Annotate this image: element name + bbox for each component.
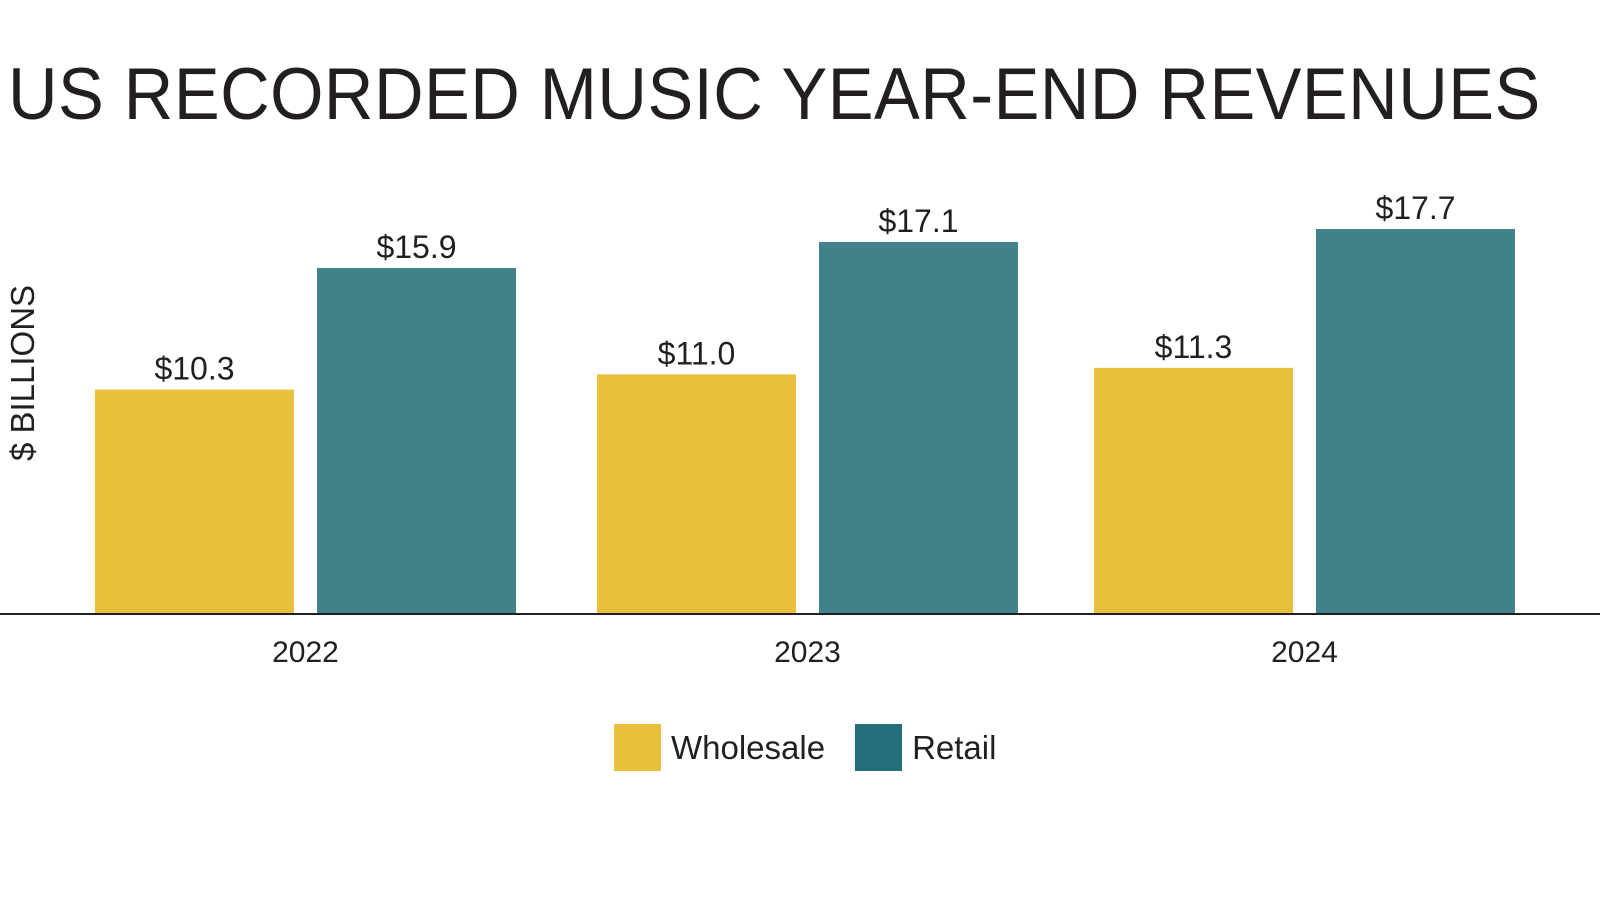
value-label-wholesale-2024: $11.3: [1155, 329, 1233, 365]
x-tick-label-2022: 2022: [272, 636, 339, 669]
value-labels-group: $10.3 $15.9 $11.0 $17.1 $11.3 $17.7: [154, 190, 1455, 387]
legend-swatch-retail: [855, 724, 903, 771]
x-tick-label-2023: 2023: [774, 636, 841, 669]
bars-group: [95, 229, 1515, 613]
legend: Wholesale Retail: [614, 724, 1026, 771]
value-label-retail-2024: $17.7: [1375, 190, 1455, 226]
bar-retail-2022: [317, 268, 516, 613]
legend-label-retail: Retail: [912, 728, 997, 766]
x-tick-labels-group: 2022 2023 2024: [272, 636, 1338, 669]
chart-title: US RECORDED MUSIC YEAR-END REVENUES: [8, 54, 1541, 135]
bar-wholesale-2023: [597, 374, 796, 613]
legend-swatch-wholesale: [614, 724, 661, 771]
legend-item-wholesale: Wholesale: [614, 724, 825, 771]
value-label-retail-2022: $15.9: [376, 229, 456, 265]
y-axis-label: $ BILLIONS: [4, 285, 41, 461]
bar-wholesale-2022: [95, 389, 294, 613]
legend-item-retail: Retail: [855, 724, 996, 771]
bar-retail-2024: [1316, 229, 1515, 613]
bar-wholesale-2024: [1094, 367, 1293, 613]
bar-retail-2023: [819, 242, 1018, 613]
value-label-retail-2023: $17.1: [878, 203, 958, 239]
value-label-wholesale-2022: $10.3: [154, 351, 234, 387]
x-tick-label-2024: 2024: [1271, 636, 1338, 669]
value-label-wholesale-2023: $11.0: [658, 335, 736, 371]
legend-label-wholesale: Wholesale: [671, 728, 826, 766]
